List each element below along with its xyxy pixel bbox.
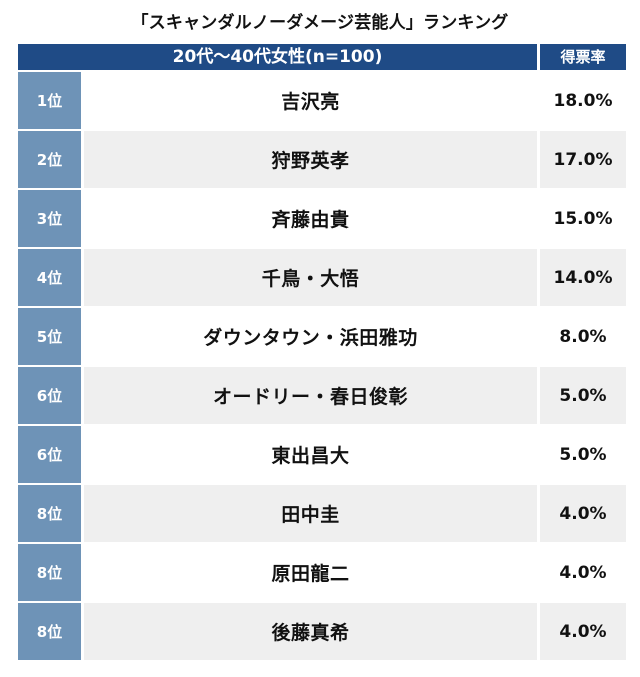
rank-cell: 4位	[18, 249, 81, 306]
name-cell: 東出昌大	[84, 426, 537, 483]
column-header-rate: 得票率	[540, 44, 626, 70]
rank-cell: 6位	[18, 367, 81, 424]
rate-cell: 4.0%	[540, 485, 626, 542]
table-row: 8位 原田龍二 4.0%	[18, 544, 626, 601]
name-cell: 後藤真希	[84, 603, 537, 660]
table-row: 5位 ダウンタウン・浜田雅功 8.0%	[18, 308, 626, 365]
name-cell: 田中圭	[84, 485, 537, 542]
rank-cell: 5位	[18, 308, 81, 365]
name-cell: 原田龍二	[84, 544, 537, 601]
name-cell: オードリー・春日俊彰	[84, 367, 537, 424]
rate-cell: 8.0%	[540, 308, 626, 365]
table-row: 6位 オードリー・春日俊彰 5.0%	[18, 367, 626, 424]
rate-cell: 14.0%	[540, 249, 626, 306]
rank-cell: 8位	[18, 544, 81, 601]
rate-cell: 5.0%	[540, 367, 626, 424]
rate-cell: 18.0%	[540, 72, 626, 129]
rank-cell: 3位	[18, 190, 81, 247]
name-cell: 斉藤由貴	[84, 190, 537, 247]
rank-cell: 2位	[18, 131, 81, 188]
name-cell: 千鳥・大悟	[84, 249, 537, 306]
name-cell: 吉沢亮	[84, 72, 537, 129]
table-row: 8位 田中圭 4.0%	[18, 485, 626, 542]
rank-cell: 1位	[18, 72, 81, 129]
rate-cell: 5.0%	[540, 426, 626, 483]
rank-cell: 6位	[18, 426, 81, 483]
column-header-group: 20代〜40代女性(n=100)	[18, 44, 537, 70]
ranking-table: 1位 吉沢亮 18.0% 2位 狩野英孝 17.0% 3位 斉藤由貴 15.0% 4位 千鳥・大悟 1…	[18, 70, 626, 660]
name-cell: 狩野英孝	[84, 131, 537, 188]
table-row: 4位 千鳥・大悟 14.0%	[18, 249, 626, 306]
table-row: 2位 狩野英孝 17.0%	[18, 131, 626, 188]
rate-cell: 15.0%	[540, 190, 626, 247]
rate-cell: 4.0%	[540, 544, 626, 601]
rate-cell: 4.0%	[540, 603, 626, 660]
rank-cell: 8位	[18, 603, 81, 660]
rank-cell: 8位	[18, 485, 81, 542]
table-row: 8位 後藤真希 4.0%	[18, 603, 626, 660]
name-cell: ダウンタウン・浜田雅功	[84, 308, 537, 365]
table-row: 6位 東出昌大 5.0%	[18, 426, 626, 483]
chart-title: 「スキャンダルノーダメージ芸能人」ランキング	[131, 13, 509, 33]
table-row: 3位 斉藤由貴 15.0%	[18, 190, 626, 247]
rate-cell: 17.0%	[540, 131, 626, 188]
table-row: 1位 吉沢亮 18.0%	[18, 72, 626, 129]
